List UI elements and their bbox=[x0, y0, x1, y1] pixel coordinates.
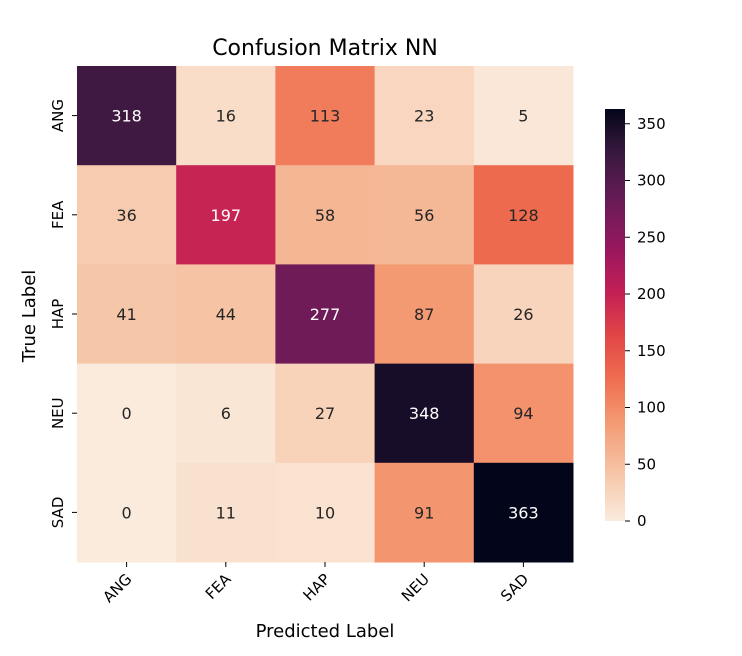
heatmap-cell bbox=[176, 363, 276, 464]
colorbar-tick-label: 150 bbox=[637, 342, 666, 360]
colorbar-tick-label: 100 bbox=[637, 399, 666, 417]
cell-value-label: 44 bbox=[216, 305, 236, 324]
heatmap-cell bbox=[473, 165, 574, 265]
cell-value-label: 26 bbox=[513, 305, 533, 324]
heatmap-cell bbox=[473, 66, 574, 166]
y-tick-label: NEU bbox=[49, 397, 67, 429]
cell-value-label: 0 bbox=[122, 503, 132, 522]
heatmap-cell bbox=[176, 66, 276, 166]
y-tick-label: FEA bbox=[49, 200, 67, 229]
x-tick-label: FEA bbox=[202, 570, 235, 603]
heatmap-cell bbox=[275, 363, 376, 464]
y-axis-label: True Label bbox=[19, 270, 40, 364]
colorbar-tick-label: 300 bbox=[637, 172, 666, 190]
cell-value-label: 91 bbox=[414, 503, 434, 522]
heatmap-cell bbox=[77, 462, 177, 563]
cell-value-label: 318 bbox=[111, 107, 142, 126]
cell-value-label: 0 bbox=[122, 404, 132, 423]
cell-value-label: 113 bbox=[310, 107, 341, 126]
x-axis-ticks: ANG FEA HAP NEU SAD bbox=[99, 562, 532, 606]
cell-value-label: 27 bbox=[315, 404, 335, 423]
cell-value-label: 87 bbox=[414, 305, 434, 324]
heatmap-cell bbox=[473, 462, 574, 563]
heatmap-cell bbox=[473, 363, 574, 464]
heatmap-cell bbox=[275, 462, 376, 563]
cell-value-label: 11 bbox=[216, 503, 236, 522]
colorbar-tick-label: 350 bbox=[637, 115, 666, 133]
y-tick-label: SAD bbox=[49, 497, 67, 529]
colorbar-tick-label: 250 bbox=[637, 228, 666, 246]
cell-value-label: 128 bbox=[508, 206, 539, 225]
cell-value-label: 5 bbox=[518, 107, 528, 126]
cell-value-label: 23 bbox=[414, 107, 434, 126]
heatmap-cell bbox=[176, 462, 276, 563]
cell-value-label: 10 bbox=[315, 503, 335, 522]
heatmap-cell bbox=[473, 264, 574, 365]
y-axis-ticks: ANG FEA HAP NEU SAD bbox=[49, 99, 77, 528]
x-axis-label: Predicted Label bbox=[256, 621, 395, 642]
cell-value-label: 94 bbox=[513, 404, 533, 423]
colorbar-gradient bbox=[605, 109, 625, 521]
x-tick-label: HAP bbox=[299, 570, 333, 604]
colorbar: 0 50 100 150 200 250 300 350 bbox=[605, 109, 666, 530]
y-tick-label: HAP bbox=[49, 299, 67, 330]
cell-value-label: 41 bbox=[116, 305, 136, 324]
heatmap-cell bbox=[77, 66, 177, 166]
cell-value-label: 197 bbox=[211, 206, 242, 225]
heatmap-cell bbox=[275, 66, 376, 166]
chart-title: Confusion Matrix NN bbox=[212, 36, 438, 61]
heatmap-cell bbox=[77, 165, 177, 265]
x-tick-label: ANG bbox=[99, 570, 135, 606]
heatmap-cell bbox=[374, 264, 475, 365]
x-tick-label: SAD bbox=[497, 570, 532, 605]
heatmap-cells: 318 16 113 23 5 36 197 58 56 128 41 44 277 87 26 0 6 27 34… bbox=[77, 66, 574, 563]
cell-value-label: 16 bbox=[216, 107, 236, 126]
cell-value-label: 36 bbox=[116, 206, 136, 225]
colorbar-tick-label: 0 bbox=[637, 512, 647, 530]
heatmap-cell bbox=[374, 165, 475, 265]
heatmap-cell bbox=[374, 462, 475, 563]
cell-value-label: 363 bbox=[508, 503, 539, 522]
heatmap-cell bbox=[176, 264, 276, 365]
cell-value-label: 6 bbox=[221, 404, 231, 423]
heatmap-cell bbox=[77, 264, 177, 365]
cell-value-label: 277 bbox=[310, 305, 341, 324]
cell-value-label: 348 bbox=[409, 404, 440, 423]
heatmap-cell bbox=[77, 363, 177, 464]
y-tick-label: ANG bbox=[49, 99, 67, 132]
x-tick-label: NEU bbox=[398, 570, 433, 605]
heatmap-cell bbox=[275, 264, 376, 365]
cell-value-label: 58 bbox=[315, 206, 335, 225]
heatmap-cell bbox=[176, 165, 276, 265]
heatmap-cell bbox=[374, 66, 475, 166]
cell-value-label: 56 bbox=[414, 206, 434, 225]
heatmap-cell bbox=[374, 363, 475, 464]
colorbar-tick-label: 50 bbox=[637, 455, 656, 473]
colorbar-tick-label: 200 bbox=[637, 285, 666, 303]
heatmap-cell bbox=[275, 165, 376, 265]
